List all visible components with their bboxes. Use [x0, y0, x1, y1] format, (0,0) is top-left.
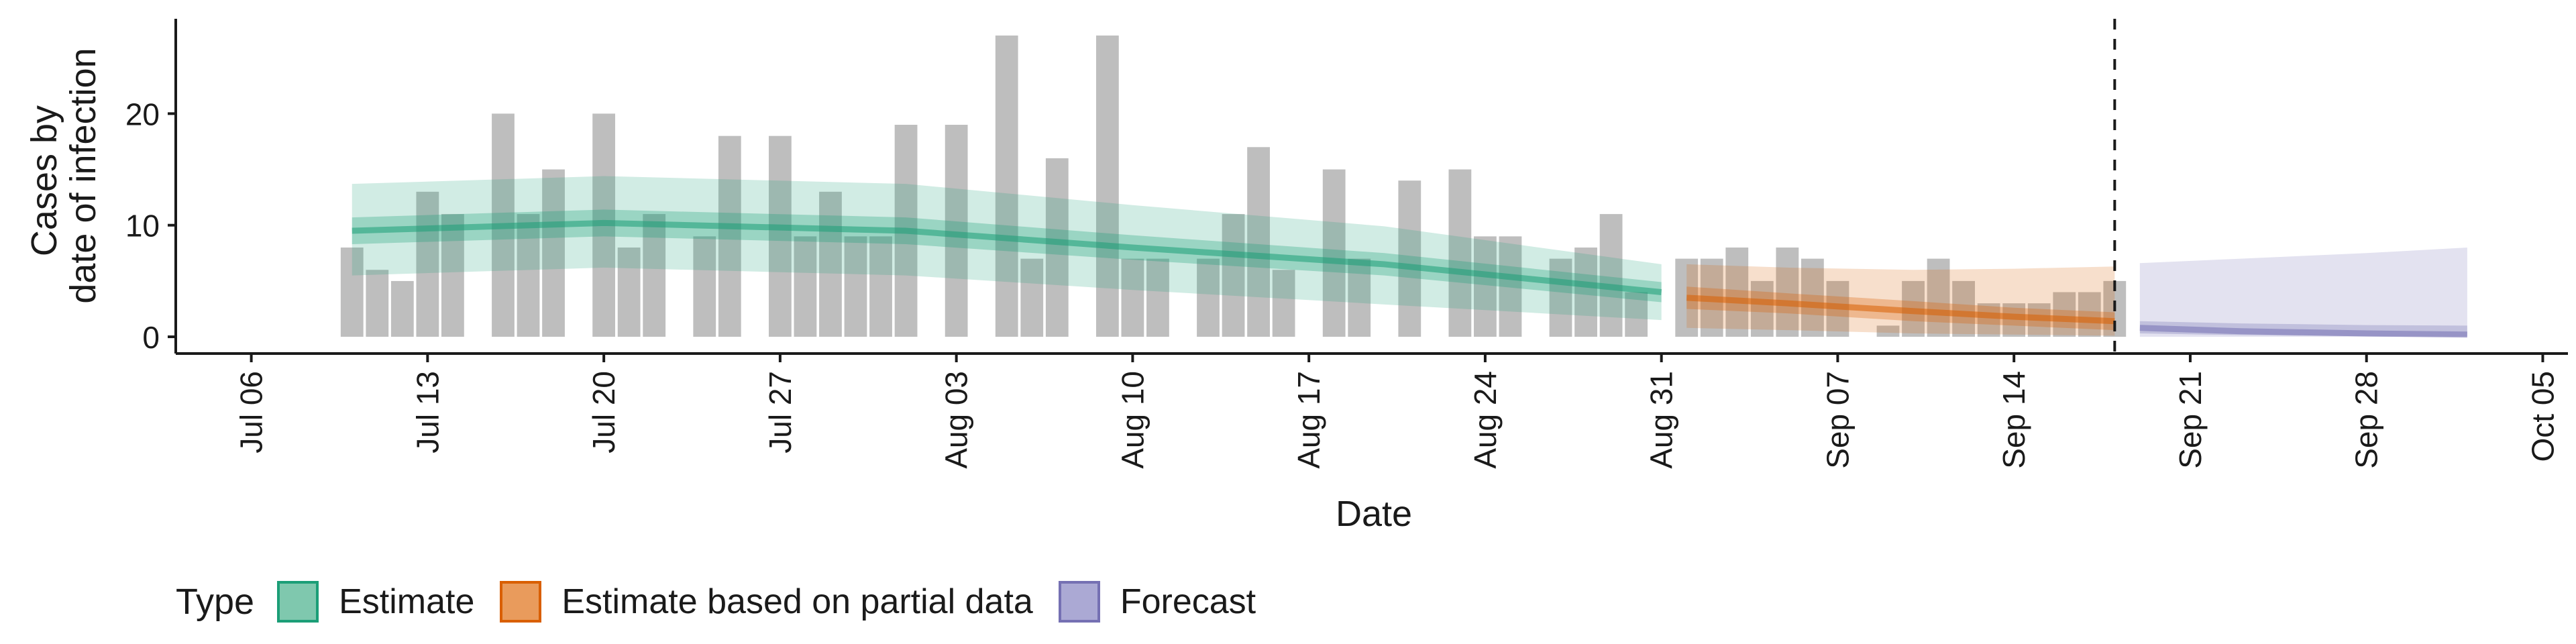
y-tick-label: 10	[125, 209, 160, 244]
case-bar	[2078, 292, 2101, 337]
case-bar	[542, 169, 565, 337]
estimate-ribbon-90	[352, 176, 1662, 321]
case-bar	[945, 125, 968, 337]
case-bar	[1977, 303, 2000, 337]
case-bar	[1625, 292, 1648, 337]
case-bar	[517, 214, 540, 337]
legend-label-estimate: Estimate	[339, 582, 475, 621]
x-tick-label: Jul 06	[234, 371, 269, 453]
case-bar	[617, 247, 641, 337]
case-bar	[844, 236, 867, 337]
case-bar	[1448, 169, 1472, 337]
case-bar	[1121, 258, 1144, 337]
case-bar	[1197, 258, 1220, 337]
case-bar	[2053, 292, 2076, 337]
estimate-median-line	[352, 219, 1662, 295]
case-bar	[1474, 236, 1497, 337]
x-tick-label: Jul 13	[410, 371, 445, 453]
case-bar	[1599, 214, 1623, 337]
case-bar	[1574, 247, 1597, 337]
case-bar	[1045, 158, 1069, 337]
x-tick-label: Aug 03	[939, 371, 974, 469]
legend-item-forecast: Forecast	[1058, 581, 1256, 623]
case-bar	[995, 35, 1018, 337]
case-bar	[1725, 247, 1749, 337]
case-bar	[718, 136, 741, 337]
case-bar	[693, 236, 716, 337]
x-tick-label: Aug 10	[1115, 371, 1150, 469]
case-bar	[1549, 258, 1572, 337]
case-bar	[1247, 147, 1270, 337]
case-bar	[441, 214, 464, 337]
x-tick-label: Sep 28	[2349, 371, 2384, 469]
legend-label-partial: Estimate based on partial data	[561, 582, 1033, 621]
x-tick-label: Aug 17	[1291, 371, 1326, 469]
legend-item-estimate: Estimate	[277, 581, 474, 623]
y-axis-label: Cases by date of infection	[24, 48, 103, 303]
legend-swatch-estimate	[277, 581, 319, 623]
case-bar	[340, 247, 364, 337]
legend: Type Estimate Estimate based on partial …	[176, 578, 1281, 625]
x-tick-label: Aug 31	[1644, 371, 1679, 469]
x-tick-label: Aug 24	[1468, 371, 1503, 469]
case-bar	[390, 280, 414, 337]
y-tick-label: 20	[125, 97, 160, 131]
case-bar	[1750, 280, 1774, 337]
case-bar	[1272, 270, 1295, 337]
case-bar	[1322, 169, 1346, 337]
case-bar	[768, 136, 792, 337]
estimate-ribbon-50	[352, 209, 1662, 303]
y-axis-label-line-1: Cases by	[24, 105, 64, 256]
y-axis-label-line-2: date of infection	[63, 48, 103, 303]
case-bar	[366, 270, 389, 337]
legend-swatch-forecast	[1058, 581, 1100, 623]
forecast-ribbon-90	[2139, 247, 2467, 337]
legend-item-partial: Estimate based on partial data	[500, 581, 1033, 623]
case-bar	[1801, 258, 1824, 337]
case-bar	[1348, 258, 1371, 337]
case-bar	[869, 236, 892, 337]
plot-area: 0 10 20 Jul 06 Jul 13 Jul 20 Jul 27 Aug 03 Aug 1…	[125, 19, 2568, 469]
case-bar	[1876, 325, 1900, 337]
case-bar	[416, 191, 439, 337]
case-bar	[1398, 180, 1421, 337]
case-bar	[1146, 258, 1169, 337]
case-bar	[819, 191, 842, 337]
x-axis-label: Date	[1336, 494, 1412, 534]
case-bar	[1776, 247, 1799, 337]
estimate-based-on-partial-data-median-line	[1686, 294, 2115, 325]
case-bar	[794, 236, 817, 337]
case-bar	[1222, 214, 1245, 337]
case-bar	[643, 214, 666, 337]
x-tick-label: Oct 05	[2525, 371, 2560, 462]
case-bar	[1020, 258, 1044, 337]
case-bar	[1952, 280, 1976, 337]
y-tick-label: 0	[142, 320, 160, 355]
case-bar	[1095, 35, 1119, 337]
case-bar	[1927, 258, 1950, 337]
x-tick-label: Sep 07	[1820, 371, 1855, 469]
legend-label-forecast: Forecast	[1120, 582, 1256, 621]
x-tick-label: Sep 14	[1996, 371, 2031, 469]
x-tick-label: Sep 21	[2173, 371, 2208, 469]
legend-title: Type	[176, 582, 255, 622]
case-bar	[1499, 236, 1522, 337]
forecast-median-line	[2139, 325, 2467, 338]
x-tick-label: Jul 20	[586, 371, 621, 453]
legend-swatch-partial	[500, 581, 542, 623]
x-tick-label: Jul 27	[763, 371, 798, 453]
